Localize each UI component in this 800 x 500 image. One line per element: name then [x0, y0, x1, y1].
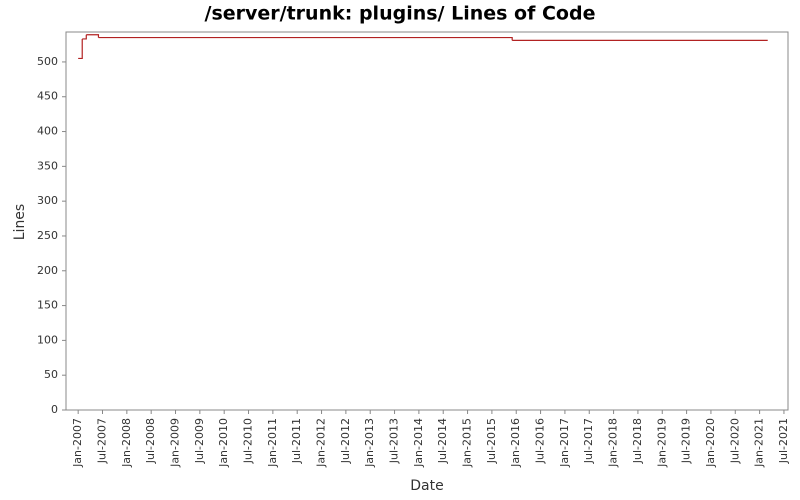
y-tick-label: 450: [37, 90, 58, 103]
x-tick-label: Jan-2012: [315, 418, 328, 468]
x-tick-label: Jul-2014: [436, 418, 449, 464]
x-tick-label: Jul-2013: [388, 418, 401, 464]
x-tick-label: Jan-2013: [363, 418, 376, 468]
y-tick-label: 50: [44, 368, 58, 381]
x-tick-label: Jul-2010: [242, 418, 255, 464]
x-tick-label: Jan-2011: [266, 418, 279, 468]
y-tick-label: 0: [51, 403, 58, 416]
y-tick-label: 200: [37, 264, 58, 277]
y-axis-title: Lines: [12, 204, 28, 240]
x-tick-label: Jan-2009: [169, 418, 182, 468]
y-tick-label: 250: [37, 229, 58, 242]
x-tick-label: Jul-2015: [485, 418, 498, 464]
x-tick-label: Jan-2018: [607, 418, 620, 468]
x-tick-label: Jul-2018: [631, 418, 644, 464]
y-tick-label: 300: [37, 194, 58, 207]
x-tick-label: Jan-2007: [71, 418, 84, 468]
x-tick-label: Jan-2010: [217, 418, 230, 468]
x-tick-label: Jul-2008: [144, 418, 157, 464]
step-segment: [86, 34, 100, 38]
x-tick-label: Jul-2011: [290, 418, 303, 464]
x-tick-label: Jan-2016: [509, 418, 522, 468]
x-tick-label: Jul-2012: [339, 418, 352, 464]
step-segment: [82, 34, 87, 40]
x-tick-label: Jan-2008: [120, 418, 133, 468]
chart-title: /server/trunk: plugins/ Lines of Code: [205, 3, 596, 25]
x-tick-label: Jul-2020: [728, 418, 741, 464]
x-tick-label: Jul-2017: [582, 418, 595, 464]
step-segment: [98, 36, 513, 41]
x-tick-label: Jan-2021: [753, 418, 766, 468]
y-tick-label: 100: [37, 333, 58, 346]
plot-area: [65, 31, 789, 411]
y-tick-label: 350: [37, 159, 58, 172]
x-tick-label: Jul-2016: [534, 418, 547, 464]
x-tick-label: Jan-2015: [461, 418, 474, 468]
x-tick-label: Jul-2007: [96, 418, 109, 464]
y-tick-label: 400: [37, 125, 58, 138]
x-axis-title: Date: [410, 478, 443, 494]
x-tick-label: Jan-2014: [412, 418, 425, 468]
x-tick-label: Jul-2019: [680, 418, 693, 464]
x-tick-label: Jul-2009: [193, 418, 206, 464]
x-tick-label: Jan-2020: [704, 418, 717, 468]
step-segment: [78, 38, 83, 60]
x-tick-label: Jan-2017: [558, 418, 571, 468]
y-tick-label: 500: [37, 55, 58, 68]
x-tick-label: Jul-2021: [777, 418, 790, 464]
y-tick-label: 150: [37, 299, 58, 312]
x-tick-label: Jan-2019: [655, 418, 668, 468]
